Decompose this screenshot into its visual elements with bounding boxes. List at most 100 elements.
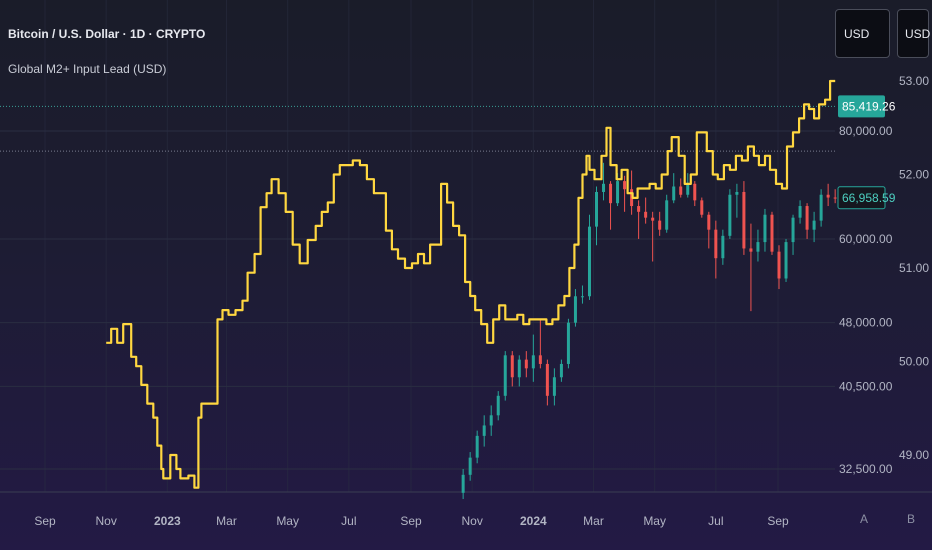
time-tick-label: Nov (461, 514, 482, 528)
btc-candle (552, 368, 556, 406)
candle-body (468, 457, 472, 475)
candle-body (559, 363, 563, 378)
time-tick-label: May (643, 514, 666, 528)
btc-candle (559, 359, 563, 382)
candle-body (665, 200, 669, 230)
candle-body (728, 194, 732, 236)
price-tag: 85,419.26 (838, 95, 896, 118)
auto-scale-button[interactable]: A (860, 512, 869, 526)
indicator-title[interactable]: Global M2+ Input Lead (USD) (8, 62, 167, 76)
btc-candle (728, 189, 732, 239)
candle-body (798, 206, 802, 218)
candle-body (644, 211, 648, 218)
btc-candle (658, 211, 662, 236)
btc-price-tick-label: 48,000.00 (839, 316, 893, 330)
candle-body (777, 251, 781, 279)
candle-body (742, 191, 746, 249)
candle-body (524, 359, 528, 369)
candle-body (616, 181, 620, 204)
btc-candle (707, 211, 711, 249)
candle-body (517, 359, 521, 378)
candle-body (602, 183, 606, 192)
btc-candle (595, 186, 599, 246)
btc-candle (798, 200, 802, 224)
btc-candle (475, 430, 479, 464)
btc-candle (770, 211, 774, 255)
btc-candle (679, 178, 683, 198)
time-tick-label: 2023 (154, 514, 181, 528)
candle-body (763, 214, 767, 243)
time-axis[interactable]: Sep Nov 2023 Mar May Jul Sep Nov 2024 Mar May Jul Se… (34, 514, 789, 528)
btc-candle (461, 469, 465, 500)
btc-candle (805, 203, 809, 239)
candle-body (805, 206, 809, 230)
btc-candle (651, 211, 655, 262)
btc-candle (545, 359, 549, 406)
btc-candle (524, 351, 528, 378)
candle-body (651, 217, 655, 221)
currency-unit-button[interactable]: USD (835, 9, 890, 58)
candle-body (658, 220, 662, 230)
time-tick-label: 2024 (520, 514, 547, 528)
btc-candle (609, 181, 613, 230)
btc-candle (749, 223, 753, 312)
symbol-title[interactable]: Bitcoin / U.S. Dollar · 1D · CRYPTO (8, 27, 206, 41)
btc-candle (777, 245, 781, 290)
candle-body (784, 242, 788, 279)
candle-body (475, 435, 479, 458)
candle-body (707, 214, 711, 230)
price-tag-background (838, 95, 885, 118)
btc-candle (623, 175, 627, 212)
btc-candle (742, 181, 746, 255)
candle-body (545, 363, 549, 396)
btc-candle (637, 200, 641, 239)
candle-body (686, 183, 690, 195)
candle-body (693, 183, 697, 201)
candle-body (791, 217, 795, 243)
btc-candle (791, 214, 795, 255)
currency-unit-button-secondary[interactable]: USD (897, 9, 930, 58)
candle-body (489, 415, 493, 426)
candle-body (482, 425, 486, 436)
btc-candle (714, 220, 718, 279)
candle-body (496, 395, 500, 416)
time-tick-label: Sep (767, 514, 789, 528)
m2-tick-label: 49.00 (899, 448, 929, 462)
btc-candle (833, 189, 837, 204)
time-tick-label: Mar (583, 514, 604, 528)
btc-candle (665, 194, 669, 233)
btc-candle (496, 391, 500, 421)
btc-candle (482, 415, 486, 447)
time-tick-label: Nov (95, 514, 116, 528)
btc-candle (468, 452, 472, 481)
m2-line-path (106, 79, 836, 489)
candle-body (735, 191, 739, 195)
candle-body (672, 186, 676, 201)
candle-body (531, 355, 535, 369)
price-axis-btc[interactable]: 80,000.00 60,000.00 48,000.00 40,500.00 32,5… (839, 124, 893, 476)
candle-body (721, 235, 725, 259)
price-axis-m2[interactable]: 53.00 52.00 51.00 50.00 49.00 (899, 74, 929, 462)
btc-candlestick-series (461, 162, 837, 500)
candle-body (538, 355, 542, 364)
btc-candle (531, 334, 535, 382)
price-tags: 85,419.26 66,958.59 (837, 95, 896, 210)
time-tick-label: Sep (34, 514, 56, 528)
scale-mode-button[interactable]: B (907, 512, 916, 526)
candle-body (700, 200, 704, 215)
candle-body (623, 181, 627, 190)
candle-body (679, 186, 683, 195)
time-tick-label: Sep (400, 514, 422, 528)
btc-candle (756, 229, 760, 262)
btc-candle (700, 197, 704, 218)
candle-body (819, 194, 823, 221)
m2-line-series (106, 79, 836, 489)
price-tag: 66,958.59 (837, 186, 896, 210)
grid-lines (0, 0, 932, 493)
btc-candle (517, 355, 521, 387)
btc-candle (580, 285, 584, 304)
candle-body (826, 194, 830, 198)
btc-candle (686, 173, 690, 198)
price-tag-label: 85,419.26 (842, 99, 896, 113)
